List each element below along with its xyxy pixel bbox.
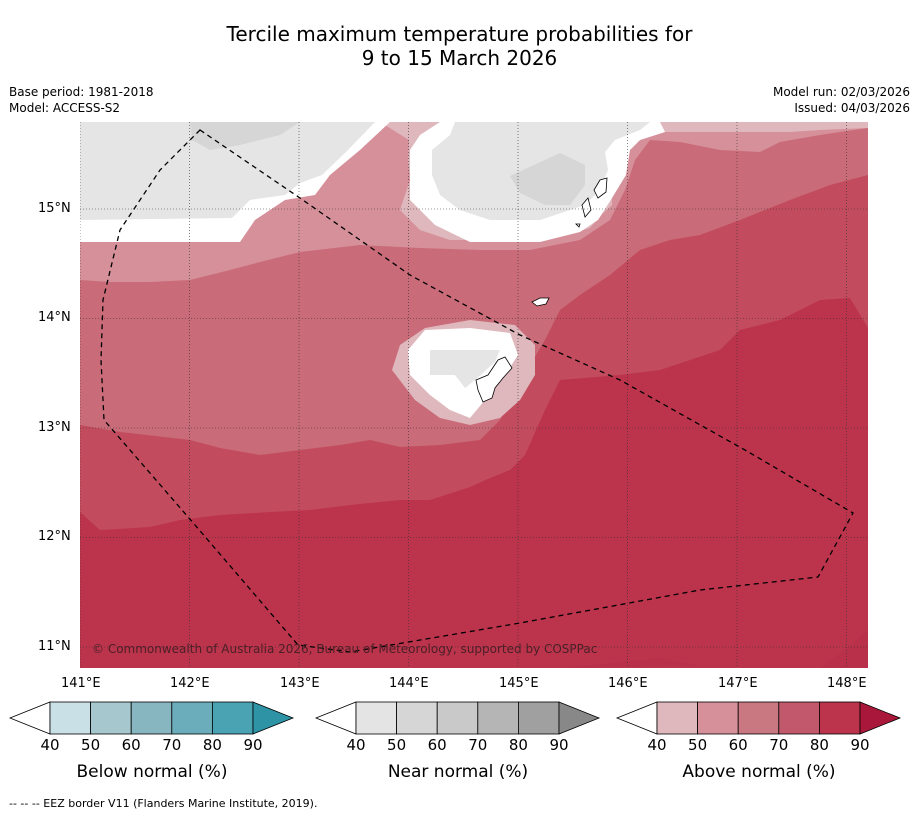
lat-label-13: 13°N (38, 420, 71, 435)
colorbar-below-bin-5 (211, 701, 254, 735)
lon-label-143: 143°E (280, 676, 320, 691)
colorbar-near-high-arrow (558, 701, 601, 735)
lon-label-148: 148°E (827, 676, 867, 691)
eez-border (100, 129, 854, 653)
colorbar-above-tick-90: 90 (850, 736, 870, 754)
colorbar-near-bin-4 (477, 701, 519, 735)
colorbar-below-tick-70: 70 (162, 736, 182, 754)
island-tinian (581, 197, 592, 218)
colorbar-below-tick-90: 90 (243, 736, 263, 754)
lat-label-11: 11°N (38, 639, 71, 654)
colorbar-above-label: Above normal (%) (682, 762, 836, 782)
title-line-2: 9 to 15 March 2026 (361, 46, 558, 70)
near-zone-nw-core (190, 122, 300, 150)
model-run: Model run: 02/03/2026 (772, 85, 910, 99)
copyright-text: © Commonwealth of Australia 2026, Bureau… (92, 642, 598, 656)
colorbar-above-tick-80: 80 (809, 736, 829, 754)
colorbar-below-tick-40: 40 (40, 736, 60, 754)
colorbar-near-bin-2 (396, 701, 438, 735)
colorbar-above-tick-60: 60 (728, 736, 748, 754)
lat-label-14: 14°N (38, 310, 71, 325)
colorbar-above-bin-1 (656, 701, 698, 735)
lon-label-144: 144°E (389, 676, 429, 691)
colorbar-below-low-arrow (8, 701, 51, 735)
colorbars (8, 701, 902, 735)
model-name: Model: ACCESS-S2 (9, 101, 121, 115)
colorbar-near-bin-3 (436, 701, 479, 735)
colorbar-above-tick-50: 50 (688, 736, 708, 754)
lon-label-146: 146°E (608, 676, 648, 691)
colorbar-below-label: Below normal (%) (76, 762, 228, 782)
lon-label-147: 147°E (718, 676, 758, 691)
colorbar-below-bin-1 (49, 701, 91, 735)
island-aguijan (575, 223, 581, 228)
colorbar-near-tick-50: 50 (387, 736, 407, 754)
lat-label-12: 12°N (38, 529, 71, 544)
colorbar-below-bin-4 (171, 701, 213, 735)
colorbar-near-tick-60: 60 (427, 736, 447, 754)
colorbar-near-bin-5 (518, 701, 560, 735)
meta-right: Model run: 02/03/2026 Issued: 04/03/2026 (773, 84, 910, 116)
colorbar-near-tick-90: 90 (549, 736, 569, 754)
lon-label-141: 141°E (61, 676, 101, 691)
colorbar-above-tick-40: 40 (647, 736, 667, 754)
island-guam (475, 356, 513, 403)
colorbar-above-bin-4 (778, 701, 820, 735)
title-line-1: Tercile maximum temperature probabilitie… (226, 22, 693, 46)
near-zone-guam (430, 350, 500, 388)
colorbar-below-bin-3 (130, 701, 173, 735)
colorbar-near-bin-1 (355, 701, 397, 735)
band-above-80-edge (560, 630, 868, 668)
footer-note: -- -- -- EEZ border V11 (Flanders Marine… (9, 797, 318, 810)
colorbar-above-bin-5 (819, 701, 861, 735)
meta-left: Base period: 1981-2018 Model: ACCESS-S2 (9, 84, 154, 116)
issued-date: Issued: 04/03/2026 (794, 101, 910, 115)
colorbar-near-low-arrow (314, 701, 357, 735)
gridlines (80, 122, 868, 668)
colorbar-below-tick-60: 60 (121, 736, 141, 754)
lon-label-142: 142°E (170, 676, 210, 691)
colorbar-near-label: Near normal (%) (387, 762, 529, 782)
colorbar-below-tick-50: 50 (81, 736, 101, 754)
colorbar-near-tick-70: 70 (468, 736, 488, 754)
chart-title: Tercile maximum temperature probabilitie… (0, 22, 919, 70)
island-saipan (593, 177, 608, 199)
probability-field (80, 122, 868, 668)
base-period: Base period: 1981-2018 (9, 85, 154, 99)
island-rota (531, 297, 550, 307)
lon-label-145: 145°E (499, 676, 539, 691)
colorbar-below-high-arrow (252, 701, 295, 735)
near-zone-nw (80, 122, 375, 220)
lat-label-15: 15°N (38, 201, 71, 216)
colorbar-near-tick-40: 40 (346, 736, 366, 754)
colorbar-above-tick-70: 70 (769, 736, 789, 754)
colorbar-above-low-arrow (615, 701, 658, 735)
colorbar-near-tick-80: 80 (508, 736, 528, 754)
colorbar-below-bin-2 (90, 701, 132, 735)
near-zone-ne-core (510, 153, 585, 205)
colorbar-above-high-arrow (859, 701, 902, 735)
colorbar-below-tick-80: 80 (202, 736, 222, 754)
colorbar-above-bin-3 (737, 701, 780, 735)
colorbar-above-bin-2 (697, 701, 739, 735)
